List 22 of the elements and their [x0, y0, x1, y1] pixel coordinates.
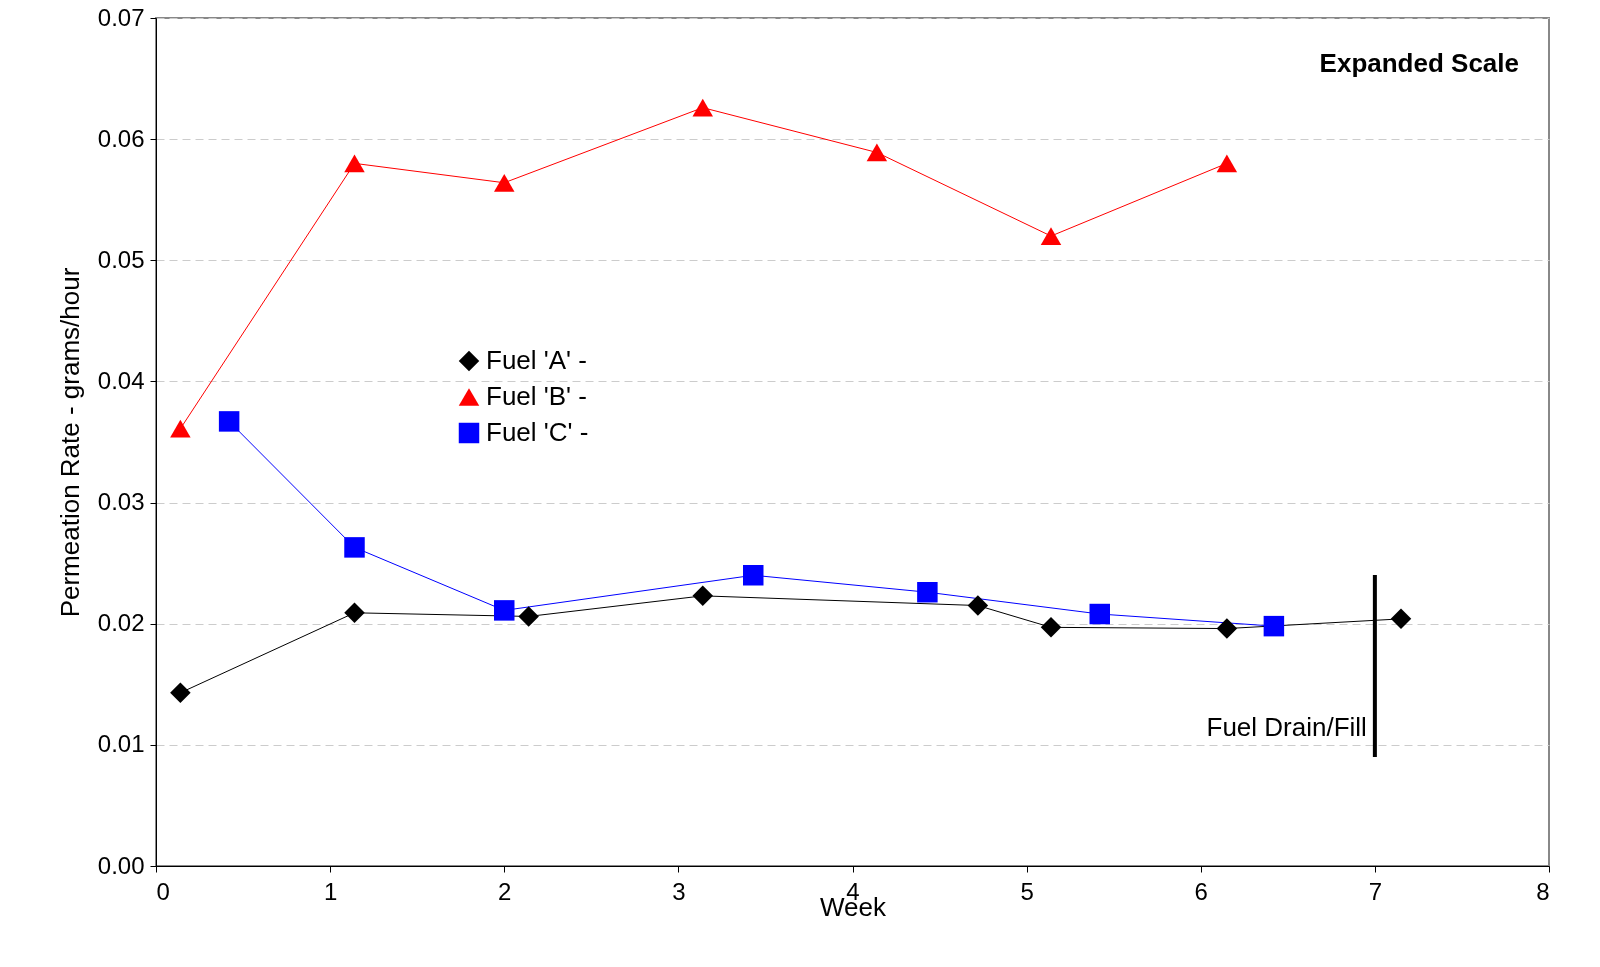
y-tick-label: 0.00	[97, 851, 145, 879]
ref-line-label: Fuel Drain/Fill	[1206, 712, 1367, 742]
x-tick-label: 6	[1194, 877, 1208, 905]
y-tick-label: 0.01	[97, 730, 145, 758]
x-tick-label: 5	[1020, 877, 1034, 905]
x-tick-label: 3	[672, 877, 686, 905]
legend-label: Fuel 'B' -	[486, 381, 587, 411]
y-tick-label: 0.04	[97, 366, 145, 394]
x-tick-label: 7	[1368, 877, 1383, 905]
legend-label: Fuel 'A' -	[486, 345, 587, 375]
x-tick-label: 2	[498, 877, 512, 905]
annotation: Expanded Scale	[1319, 48, 1519, 78]
x-tick-label: 8	[1536, 877, 1550, 905]
y-tick-label: 0.03	[97, 488, 145, 516]
y-axis-title: Permeation Rate - grams/hour	[54, 267, 85, 618]
legend-label: Fuel 'C' -	[486, 417, 589, 447]
y-tick-label: 0.02	[97, 609, 145, 637]
x-tick-label: 0	[156, 877, 170, 905]
y-tick-label: 0.07	[97, 3, 145, 31]
y-tick-label: 0.06	[97, 124, 145, 152]
x-tick-label: 1	[323, 877, 338, 905]
y-tick-label: 0.05	[97, 245, 145, 273]
